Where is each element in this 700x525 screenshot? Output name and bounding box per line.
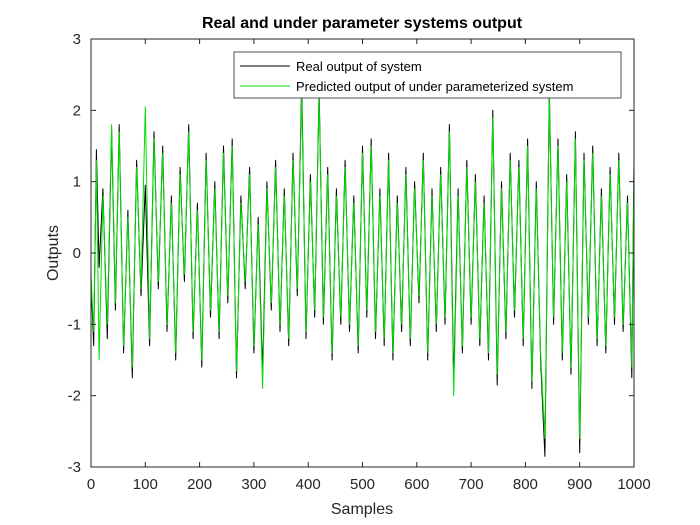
y-tick-label: 0	[73, 245, 81, 262]
x-tick-label: 0	[87, 476, 95, 493]
x-tick-label: 800	[513, 476, 538, 493]
legend-label-real: Real output of system	[296, 59, 422, 74]
x-tick-label: 700	[459, 476, 484, 493]
chart-title: Real and under parameter systems output	[202, 15, 523, 32]
x-tick-label: 300	[241, 476, 266, 493]
x-tick-label: 100	[133, 476, 158, 493]
legend: Real output of system Predicted output o…	[233, 51, 622, 99]
y-tick-label: -2	[68, 388, 81, 405]
x-tick-label: 600	[404, 476, 429, 493]
series-line-predicted	[90, 95, 635, 439]
y-tick-label: 2	[73, 102, 81, 119]
y-axis-label: Outputs	[45, 225, 62, 281]
series-layer	[90, 81, 635, 457]
plot-area	[91, 39, 634, 467]
y-tick-label: -3	[68, 459, 81, 476]
y-tick-label: 3	[73, 31, 81, 48]
legend-label-predicted: Predicted output of under parameterized …	[296, 79, 573, 94]
y-tick-label: -1	[68, 316, 81, 333]
x-tick-label: 900	[567, 476, 592, 493]
y-tick-label: 1	[73, 174, 81, 191]
legend-box	[233, 51, 622, 99]
x-tick-label: 500	[350, 476, 375, 493]
x-axis-label: Samples	[331, 501, 393, 518]
tick-layer: 0 100 200 300 400 500 600 700 800 900 1000 -3 -2 -1 0 1…	[68, 31, 651, 493]
x-tick-label: 1000	[617, 476, 650, 493]
x-tick-label: 400	[296, 476, 321, 493]
x-tick-label: 200	[187, 476, 212, 493]
